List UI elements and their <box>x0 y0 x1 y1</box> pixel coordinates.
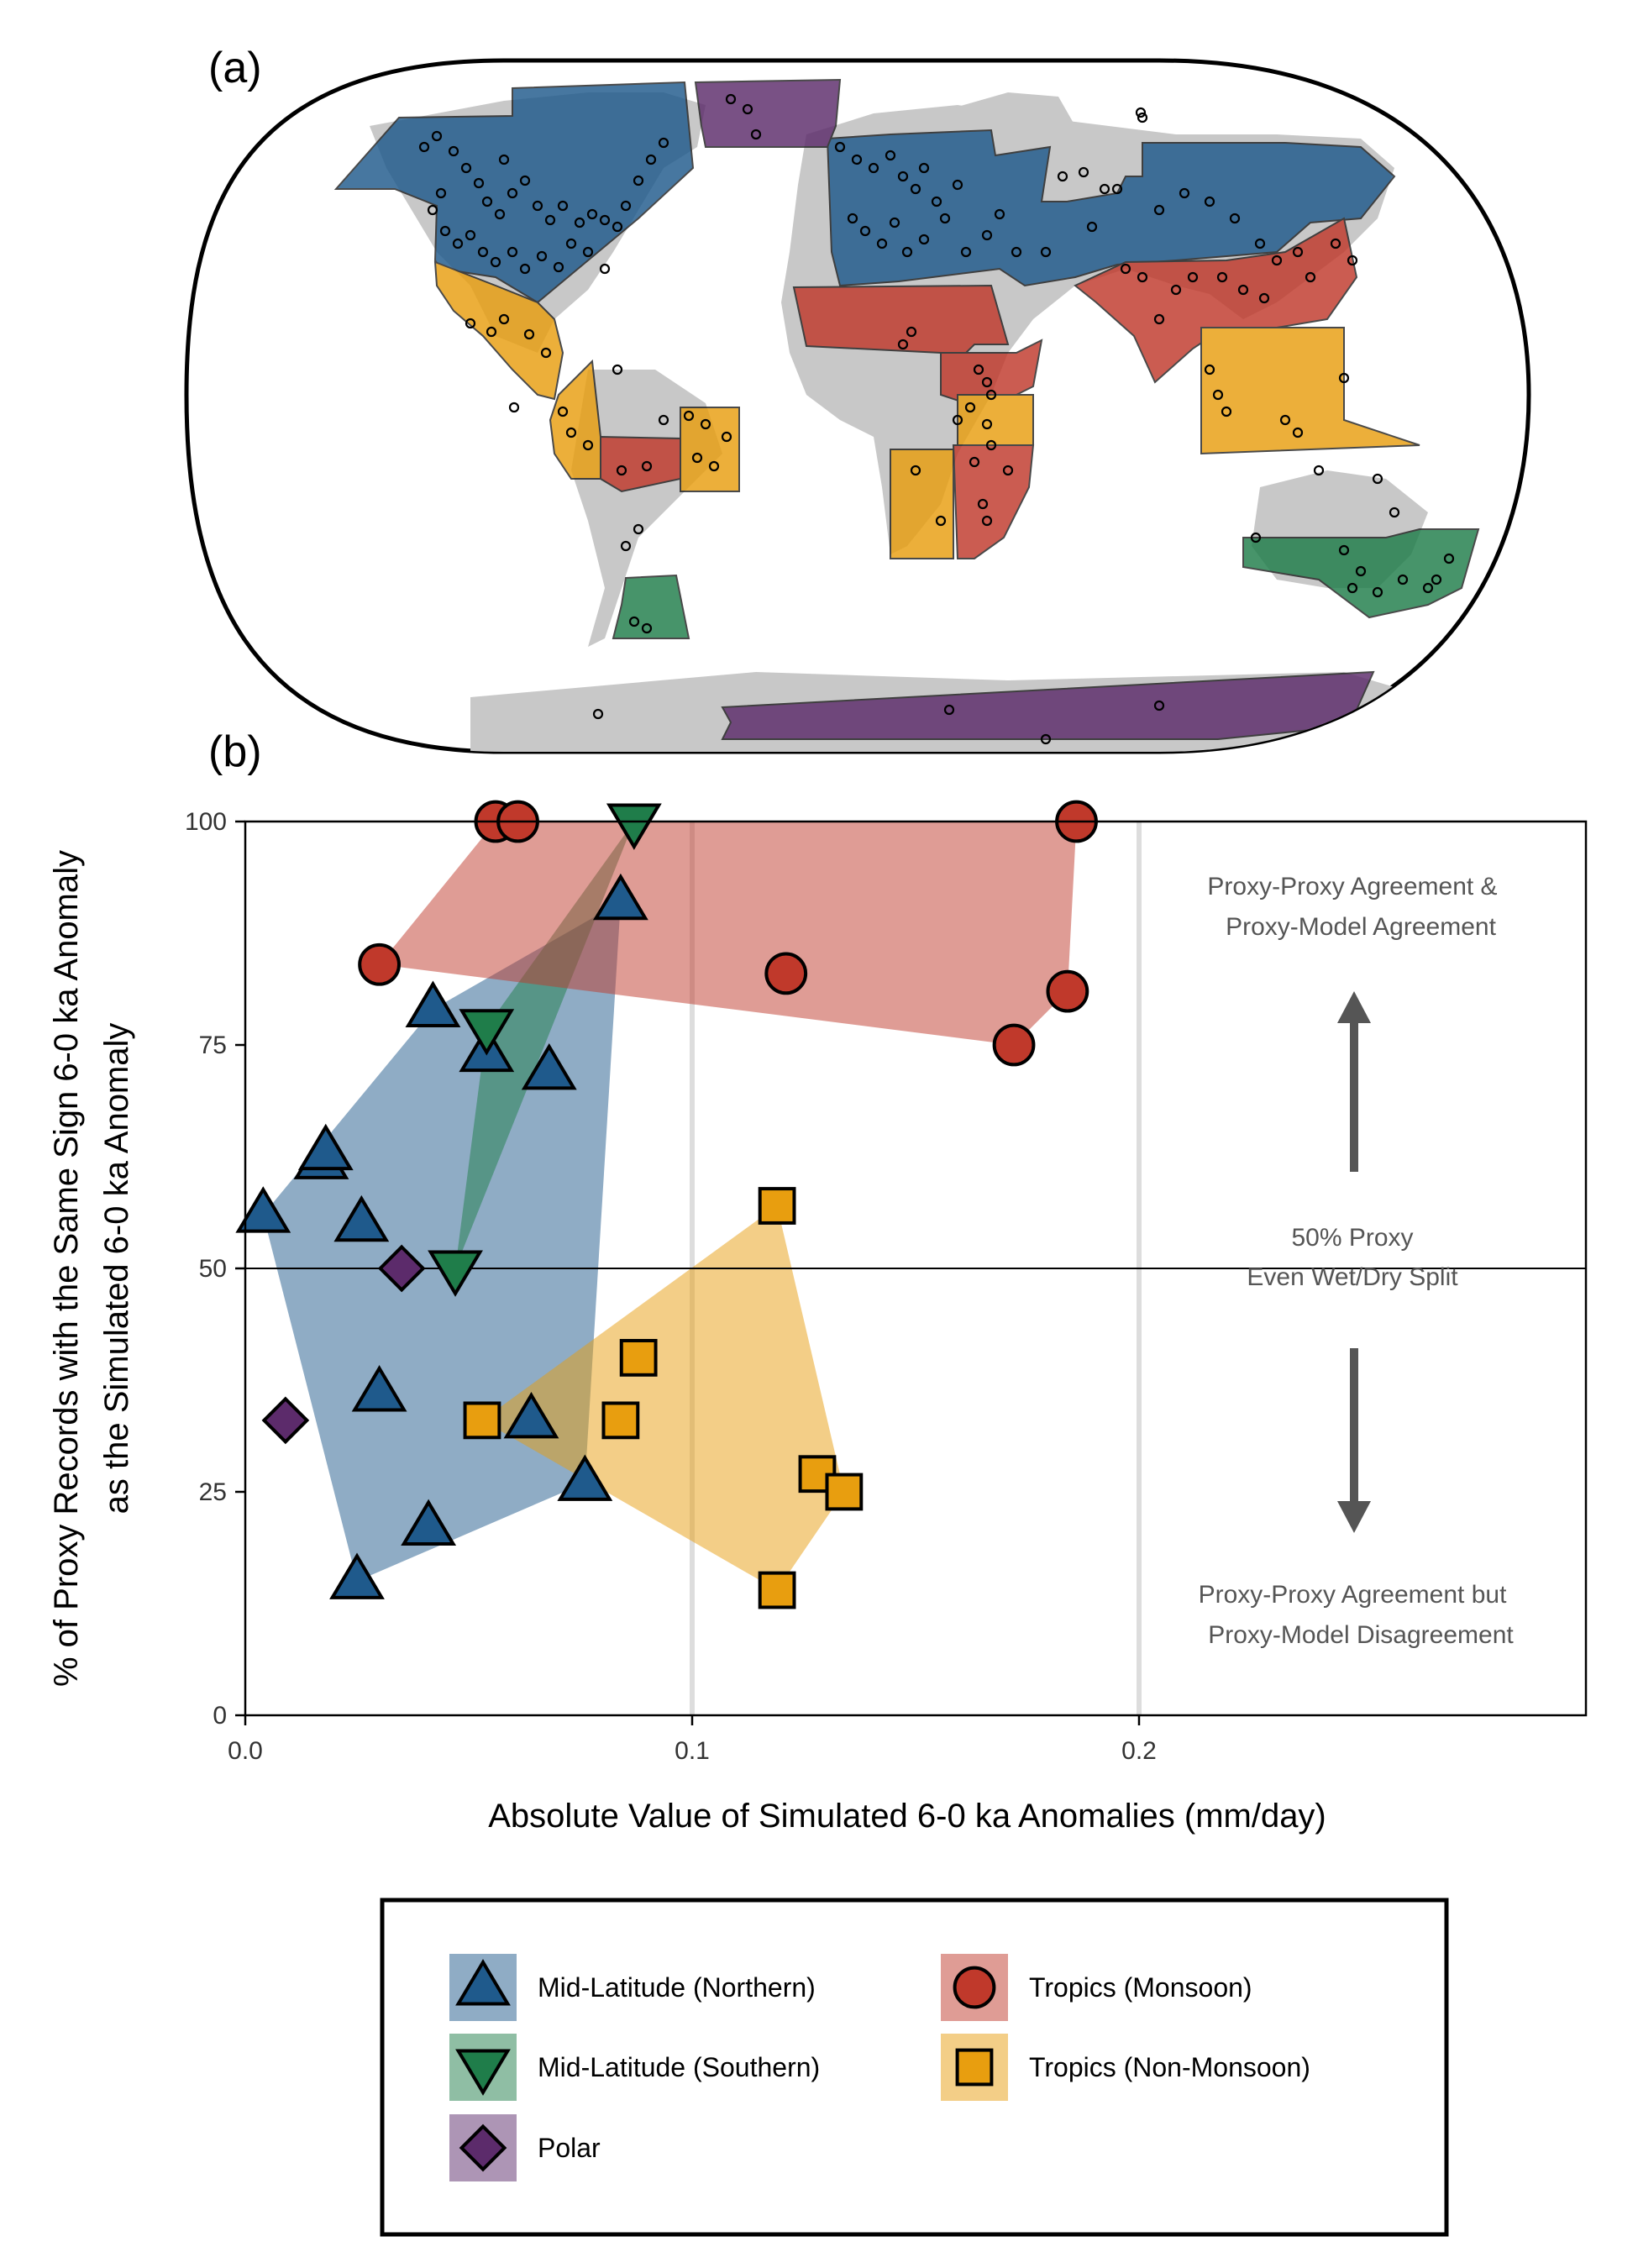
legend-label-tropics_monsoon: Tropics (Monsoon) <box>1029 1972 1252 2003</box>
proxy-sites <box>418 93 1455 745</box>
region-eurasia-north <box>826 129 1396 287</box>
legend: Mid-Latitude (Northern) Mid-Latitude (Sou… <box>380 1898 1449 2237</box>
legend-item-tropics_non_monsoon: Tropics (Non-Monsoon) <box>941 2034 1310 2101</box>
region-patagonia <box>612 574 690 639</box>
legend-item-mid_lat_north: Mid-Latitude (Northern) <box>449 1954 816 2021</box>
legend-marker-tropics_monsoon <box>953 1966 996 2009</box>
point-mid_lat_north-7 <box>405 980 461 1027</box>
x-axis-title: Absolute Value of Simulated 6-0 ka Anoma… <box>488 1798 1326 1835</box>
region-n-africa-monsoon <box>792 284 1010 354</box>
region-s-america-east <box>680 407 740 492</box>
x-tick-label-1: 0.1 <box>675 1737 710 1765</box>
legend-item-mid_lat_south: Mid-Latitude (Southern) <box>449 2034 820 2101</box>
point-mid_lat_north-3 <box>333 1194 390 1242</box>
point-tropics_non_monsoon-1 <box>601 1401 640 1440</box>
point-tropics_non_monsoon-0 <box>463 1401 501 1440</box>
region-e-africa-monsoon <box>940 339 1043 405</box>
arrow-up-icon <box>1337 991 1371 1172</box>
legend-marker-mid_lat_north <box>455 1959 511 2006</box>
hull-tropics_non_monsoon <box>481 1205 844 1591</box>
region-africa-east-nm <box>957 394 1034 446</box>
point-mid_lat_north-4 <box>329 1552 385 1599</box>
legend-label-tropics_non_monsoon: Tropics (Non-Monsoon) <box>1029 2052 1310 2082</box>
panel-label-b: (b) <box>208 727 262 776</box>
point-mid_lat_north-5 <box>351 1365 407 1412</box>
point-tropics_monsoon-5 <box>1046 969 1089 1013</box>
legend-items: Mid-Latitude (Northern) Mid-Latitude (Sou… <box>449 1954 1310 2181</box>
x-tick-label-2: 0.2 <box>1121 1737 1157 1765</box>
region-na-north <box>333 81 695 304</box>
point-tropics_non_monsoon-4 <box>758 1187 796 1225</box>
point-mid_lat_north-11 <box>557 1454 613 1501</box>
point-mid_lat_south-2 <box>606 803 662 850</box>
annotation-top-line1: Proxy-Proxy Agreement & <box>1207 873 1497 900</box>
point-mid_lat_north-0 <box>235 1186 291 1233</box>
point-mid_lat_north-2 <box>297 1123 354 1171</box>
scatter-chart: 0 25 50 75 100 0.0 0.1 0.2 Proxy-Proxy Agreemen… <box>48 800 1588 1835</box>
annotation-top-line2: Proxy-Model Agreement <box>1226 913 1496 941</box>
point-mid_lat_south-0 <box>428 1250 483 1297</box>
legend-item-tropics_monsoon: Tropics (Monsoon) <box>941 1954 1252 2021</box>
point-mid_lat_south-1 <box>459 1009 515 1056</box>
chart-hulls <box>263 822 1077 1591</box>
map-regions <box>333 78 1480 740</box>
region-greenland <box>694 78 842 148</box>
point-tropics_monsoon-3 <box>764 952 808 995</box>
annotation-bottom-line2: Proxy-Model Disagreement <box>1208 1621 1514 1649</box>
y-tick-label-1: 25 <box>199 1478 227 1506</box>
legend-label-mid_lat_north: Mid-Latitude (Northern) <box>538 1972 816 2003</box>
region-africa-south-nm <box>890 449 954 559</box>
legend-marker-polar <box>459 2124 507 2172</box>
y-tick-label-3: 75 <box>199 1032 227 1059</box>
point-mid_lat_north-12 <box>592 873 648 921</box>
y-axis-title-line1: % of Proxy Records with the Same Sign 6-… <box>48 850 85 1687</box>
region-australia-south <box>1242 528 1480 619</box>
annotation-bottom-line1: Proxy-Proxy Agreement but <box>1199 1581 1507 1609</box>
region-australasia-nm <box>1200 327 1420 455</box>
chart-annotations: Proxy-Proxy Agreement & Proxy-Model Agre… <box>1199 873 1515 1649</box>
legend-box <box>380 1898 1449 2237</box>
legend-label-mid_lat_south: Mid-Latitude (Southern) <box>538 2052 820 2082</box>
annotation-mid-line1: 50% Proxy <box>1291 1224 1413 1252</box>
annotation-mid-line2: Even Wet/Dry Split <box>1247 1263 1458 1291</box>
point-mid_lat_north-10 <box>521 1043 577 1090</box>
point-polar-0 <box>261 1396 310 1445</box>
x-tick-label-0: 0.0 <box>228 1737 263 1765</box>
chart-points <box>235 800 1098 1609</box>
point-tropics_non_monsoon-2 <box>619 1339 658 1377</box>
y-axis-title-line2: as the Simulated 6-0 ka Anomaly <box>98 1023 135 1515</box>
point-tropics_non_monsoon-3 <box>758 1571 796 1609</box>
legend-marker-mid_lat_south <box>455 2049 511 2096</box>
point-tropics_non_monsoon-6 <box>825 1473 864 1511</box>
y-tick-label-0: 0 <box>213 1702 227 1730</box>
point-tropics_monsoon-4 <box>992 1023 1036 1067</box>
y-tick-label-4: 100 <box>185 808 227 836</box>
legend-label-polar: Polar <box>538 2133 601 2163</box>
arrow-down-icon <box>1337 1348 1371 1533</box>
world-map <box>184 58 1531 754</box>
point-mid_lat_north-9 <box>503 1391 559 1439</box>
panel-label-a: (a) <box>208 44 262 92</box>
region-antarctica <box>721 670 1375 740</box>
point-tropics_monsoon-0 <box>358 942 402 986</box>
y-tick-label-2: 50 <box>199 1255 227 1283</box>
legend-marker-tropics_non_monsoon <box>955 2048 994 2087</box>
point-mid_lat_north-6 <box>401 1499 457 1546</box>
hull-tropics_monsoon <box>379 822 1077 1045</box>
region-s-asia-monsoon <box>1074 217 1358 384</box>
legend-item-polar: Polar <box>449 2114 601 2181</box>
point-polar-1 <box>377 1244 426 1293</box>
region-c-america <box>433 260 564 401</box>
chart-axes: 0 25 50 75 100 0.0 0.1 0.2 <box>185 808 1157 1765</box>
